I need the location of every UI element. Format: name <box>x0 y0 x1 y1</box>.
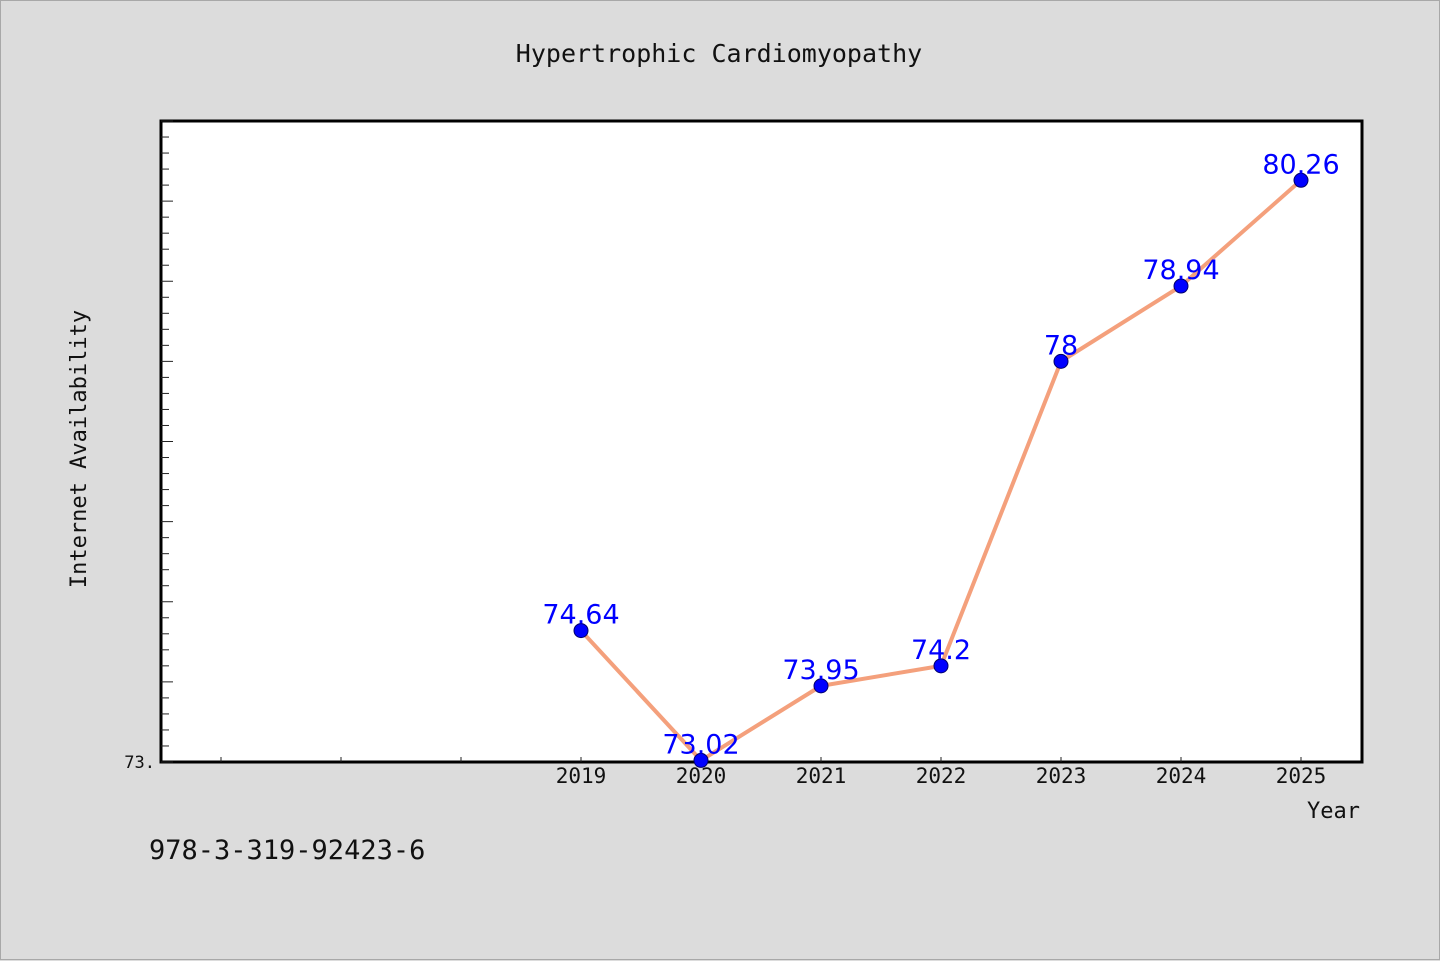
data-point <box>573 623 589 639</box>
x-tick-label: 2022 <box>916 764 967 788</box>
data-label: 73.95 <box>782 655 859 686</box>
x-tick-label: 2023 <box>1036 764 1087 788</box>
data-label: 74.2 <box>911 635 971 666</box>
data-point <box>1053 353 1069 369</box>
x-tick-label: 2025 <box>1276 764 1327 788</box>
data-label: 78.94 <box>1142 255 1219 286</box>
x-tick-label: 2024 <box>1156 764 1207 788</box>
data-point <box>693 752 709 768</box>
x-tick-label: 2019 <box>556 764 607 788</box>
data-label: 78 <box>1044 330 1078 361</box>
footer-code: 978-3-319-92423-6 <box>149 835 426 866</box>
plot-area <box>159 119 1364 764</box>
data-point <box>1293 172 1309 188</box>
series-layer: 74.64 73.02 73.95 74.2 78 78.94 80.26 <box>542 149 1340 768</box>
x-tick-label: 2020 <box>676 764 727 788</box>
y-axis-label: Internet Availability <box>67 310 92 588</box>
chart-title: Hypertrophic Cardiomyopathy <box>516 39 922 68</box>
x-axis-label: Year <box>1307 799 1360 824</box>
data-point <box>1173 278 1189 294</box>
data-point <box>933 658 949 674</box>
data-label: 73.02 <box>662 729 739 760</box>
data-point <box>813 678 829 694</box>
data-label: 80.26 <box>1262 149 1339 180</box>
x-tick-label: 2021 <box>796 764 847 788</box>
y-tick-label: 73. <box>124 753 155 773</box>
y-axis-ticks <box>161 120 173 763</box>
x-axis-ticks: 2019 2020 2021 2022 2023 2024 2025 <box>220 757 1327 788</box>
data-label: 74.64 <box>542 600 619 631</box>
